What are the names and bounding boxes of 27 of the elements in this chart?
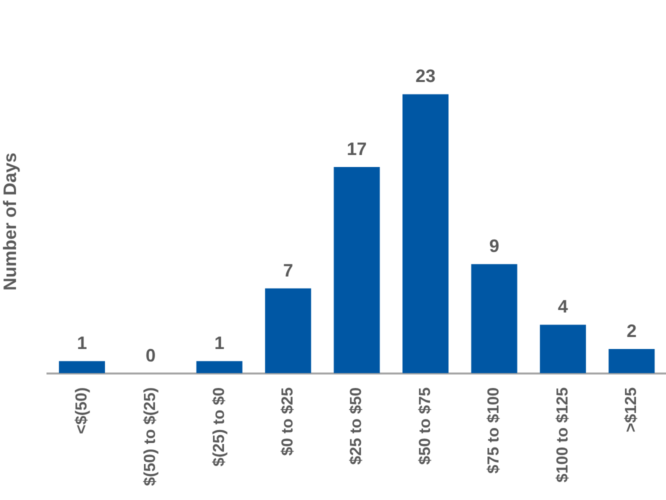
y-axis-title: Number of Days: [0, 152, 20, 291]
bar: [265, 288, 312, 374]
data-label: 7: [283, 260, 294, 280]
bar: [334, 167, 380, 374]
bar: [471, 264, 518, 374]
x-tick-label: $75 to $100: [486, 387, 503, 474]
bar: [196, 361, 242, 374]
data-label: 9: [489, 236, 500, 256]
x-tick-label: $25 to $50: [348, 387, 366, 465]
x-tick-label: <$(50): [73, 387, 90, 434]
bar: [540, 324, 586, 374]
data-label: 1: [214, 333, 224, 354]
x-tick-label: $0 to $25: [279, 387, 296, 456]
data-label: 23: [415, 66, 436, 86]
data-label: 4: [558, 296, 568, 317]
bar: [402, 94, 449, 374]
x-tick-label: >$125: [623, 387, 640, 432]
bar: [608, 349, 655, 374]
data-label: 2: [626, 321, 637, 342]
data-label: 17: [346, 139, 367, 160]
data-label: 1: [76, 333, 87, 354]
x-tick-label: $(25) to $0: [210, 387, 228, 466]
x-tick-label: $(50) to $(25): [142, 387, 160, 486]
x-tick-label: $100 to $125: [554, 387, 572, 482]
bar: [58, 361, 105, 374]
x-tick-label: $50 to $75: [416, 387, 434, 465]
data-label: 0: [146, 345, 156, 366]
